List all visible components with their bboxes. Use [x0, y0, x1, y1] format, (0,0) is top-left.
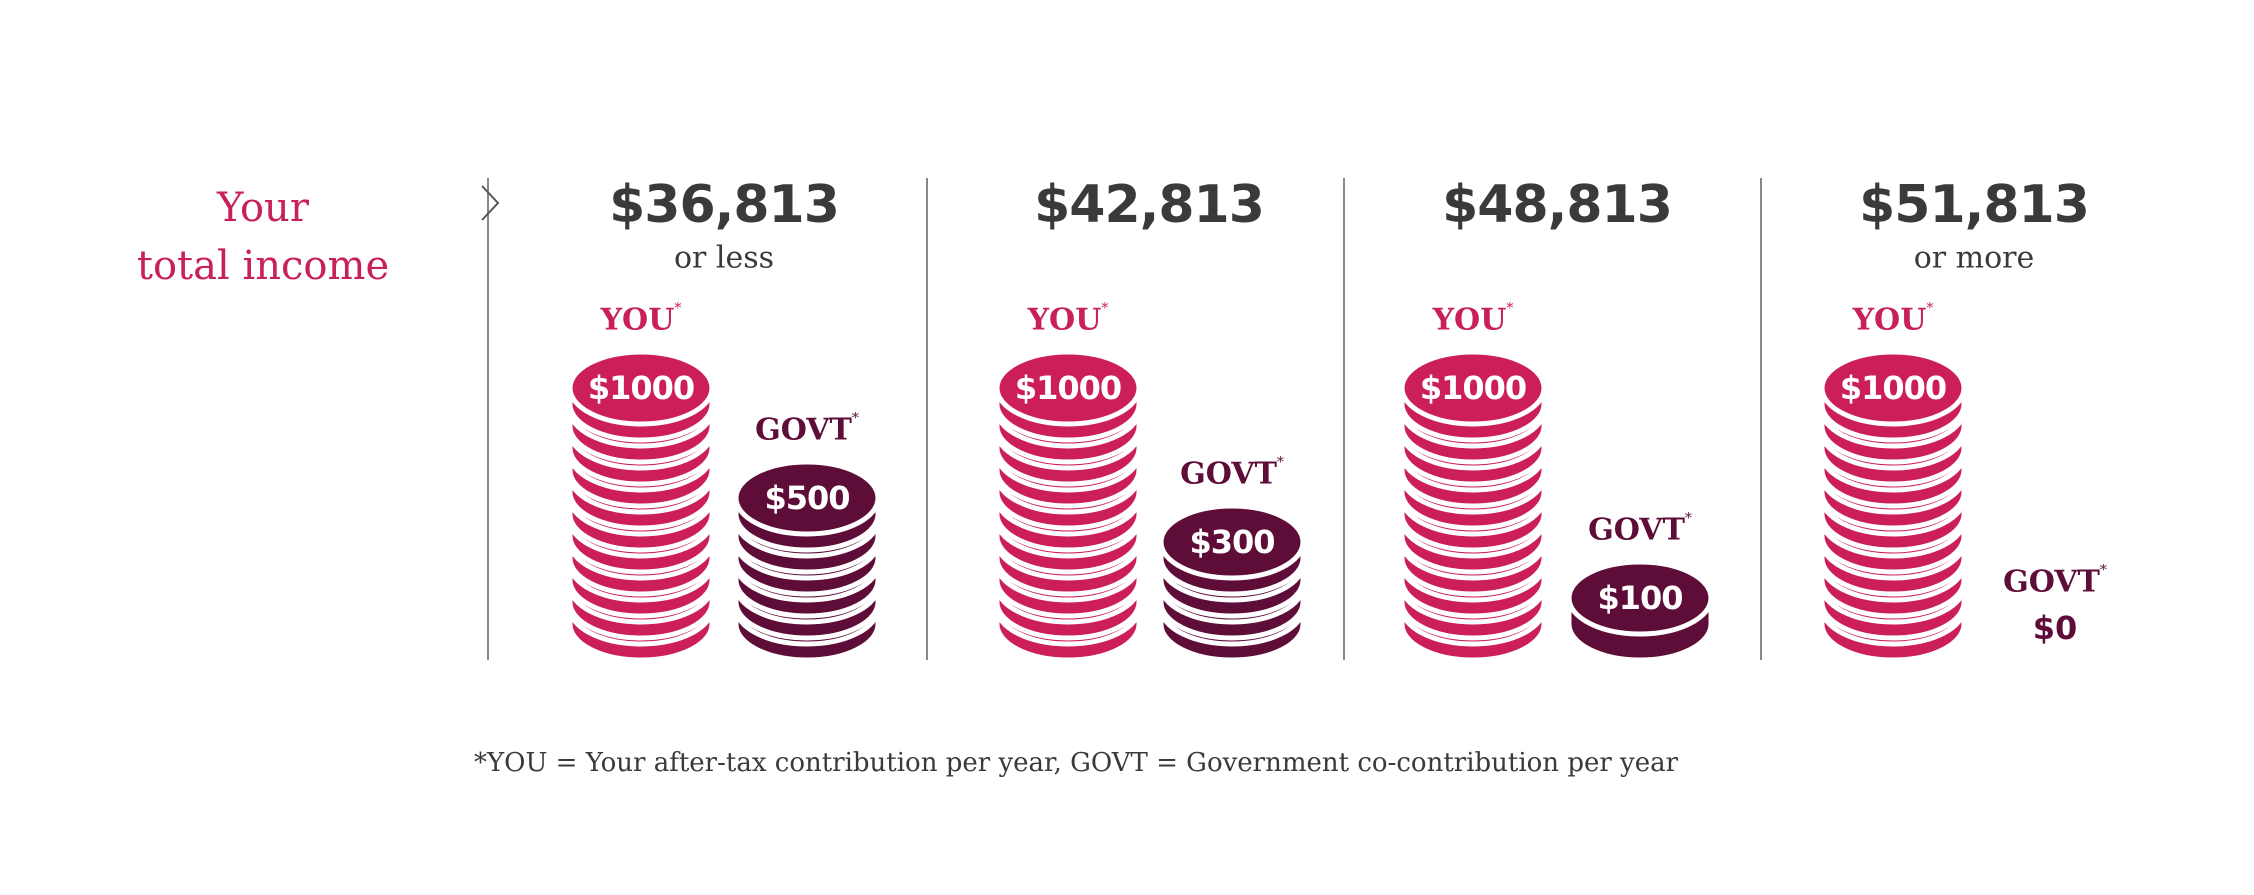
you-amount: $1000 — [587, 369, 695, 407]
you-label-text: YOU — [600, 302, 675, 338]
govt-amount-text: $0 — [2032, 609, 2078, 647]
you-amount: $1000 — [1014, 369, 1122, 407]
asterisk: * — [674, 300, 682, 317]
chevron-right-icon — [481, 185, 500, 221]
govt-label-text: GOVT — [2003, 564, 2100, 600]
income-qualifier: or less — [674, 241, 774, 276]
you-amount: $1000 — [1419, 369, 1527, 407]
govt-amount: $0 — [2033, 609, 2078, 647]
govt-coin-stack — [733, 459, 881, 663]
footnote: *YOU = Your after-tax contribution per y… — [474, 748, 1679, 778]
you-label: YOU* — [1852, 300, 1934, 338]
govt-coin-stack — [1158, 503, 1306, 663]
govt-amount-text: $100 — [1597, 579, 1683, 617]
you-amount-text: $1000 — [1014, 369, 1122, 407]
asterisk: * — [1101, 300, 1109, 317]
income-heading-text: $42,813 — [1034, 175, 1265, 235]
you-coin-stack — [567, 349, 715, 663]
you-label: YOU* — [1432, 300, 1514, 338]
govt-label: GOVT* — [1588, 510, 1692, 548]
govt-label-text: GOVT — [755, 412, 852, 448]
govt-amount: $300 — [1189, 523, 1275, 561]
coin-face — [1399, 349, 1547, 427]
asterisk: * — [1926, 300, 1934, 317]
income-heading-text: $48,813 — [1442, 175, 1673, 235]
you-label-text: YOU — [1852, 302, 1927, 338]
you-coin-stack — [994, 349, 1142, 663]
coin-face — [567, 349, 715, 427]
you-label: YOU* — [1027, 300, 1109, 338]
coin-face — [994, 349, 1142, 427]
govt-label: GOVT* — [1180, 454, 1284, 492]
income-heading: $36,813 — [609, 175, 840, 235]
income-qualifier-text: or more — [1913, 240, 2035, 276]
lead-label-line1: Your — [217, 185, 309, 231]
asterisk: * — [1684, 510, 1692, 527]
govt-amount: $500 — [764, 479, 850, 517]
coin-face — [1158, 503, 1306, 581]
income-heading: $42,813 — [1034, 175, 1265, 235]
you-coin-stack — [1399, 349, 1547, 663]
you-label-text: YOU — [1432, 302, 1507, 338]
asterisk: * — [851, 410, 859, 427]
you-amount: $1000 — [1839, 369, 1947, 407]
govt-amount-text: $300 — [1189, 523, 1275, 561]
govt-coin-stack — [1566, 559, 1714, 663]
asterisk: * — [1276, 454, 1284, 471]
lead-label-line2: total income — [136, 243, 390, 289]
you-amount-text: $1000 — [1839, 369, 1947, 407]
income-qualifier: or more — [1914, 241, 2035, 276]
income-heading-text: $36,813 — [609, 175, 840, 235]
coin-face — [1566, 559, 1714, 637]
you-coin-stack — [1819, 349, 1967, 663]
govt-label: GOVT* — [755, 410, 859, 448]
coin-face — [1819, 349, 1967, 427]
you-amount-text: $1000 — [1419, 369, 1527, 407]
asterisk: * — [2099, 562, 2107, 579]
asterisk: * — [1506, 300, 1514, 317]
income-heading-text: $51,813 — [1859, 175, 2090, 235]
you-amount-text: $1000 — [587, 369, 695, 407]
govt-label-text: GOVT — [1180, 456, 1277, 492]
you-label: YOU* — [600, 300, 682, 338]
govt-label: GOVT* — [2003, 562, 2107, 600]
coin-face — [733, 459, 881, 537]
govt-amount: $100 — [1597, 579, 1683, 617]
govt-amount-text: $500 — [764, 479, 850, 517]
you-label-text: YOU — [1027, 302, 1102, 338]
income-heading: $51,813 — [1859, 175, 2090, 235]
govt-label-text: GOVT — [1588, 512, 1685, 548]
income-heading: $48,813 — [1442, 175, 1673, 235]
income-qualifier-text: or less — [673, 240, 775, 276]
